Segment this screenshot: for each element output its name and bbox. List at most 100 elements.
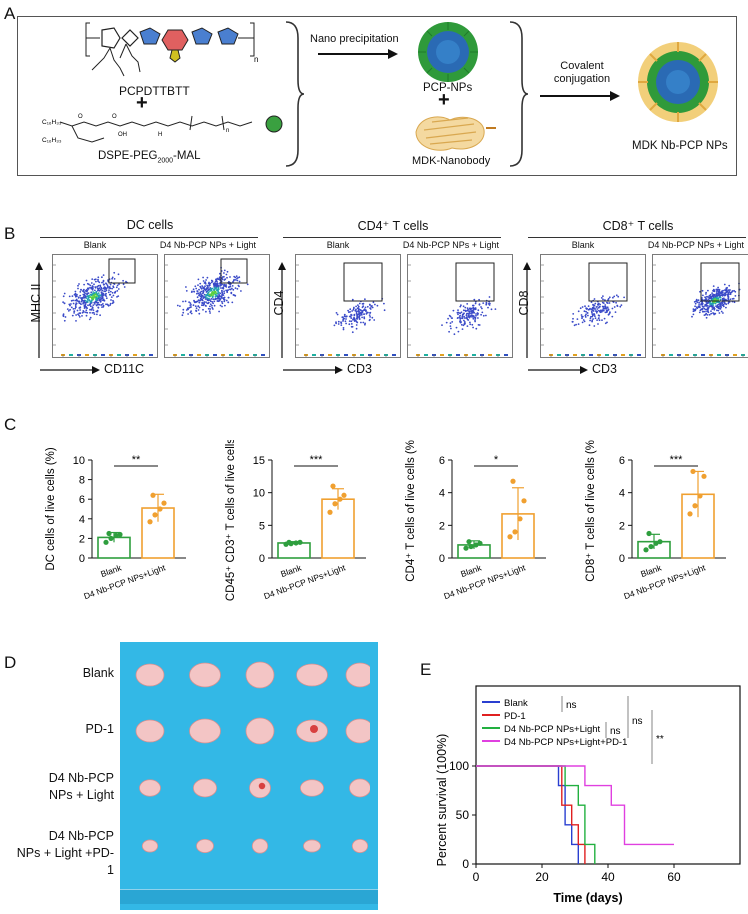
flow-event-dot [465, 314, 468, 317]
flow-event-dot [68, 295, 71, 298]
flow-event-dot [109, 283, 112, 286]
flow-event-dot [105, 295, 108, 297]
flow-event-dot [83, 301, 86, 304]
flow-event-dot [197, 284, 199, 286]
flow-event-dot [352, 308, 355, 311]
flow-plot-treated [164, 254, 270, 358]
flow-event-dot [720, 301, 723, 304]
flow-event-dot [113, 278, 116, 280]
flow-event-dot [455, 326, 458, 329]
flow-event-dot [78, 300, 81, 303]
flow-event-dot [78, 316, 81, 318]
flow-group-underline [528, 237, 746, 238]
flow-event-dot [705, 291, 707, 294]
flow-event-dot [85, 309, 88, 312]
flow-event-dot [213, 288, 216, 290]
flow-event-dot [111, 291, 114, 294]
flow-event-dot [74, 290, 77, 293]
flow-event-dot [349, 311, 351, 313]
flow-event-dot [466, 325, 469, 327]
tumor [296, 663, 328, 687]
flow-event-dot [594, 315, 596, 317]
flow-event-dot [451, 317, 453, 319]
flow-event-dot [99, 301, 102, 303]
flow-event-dot [354, 309, 357, 312]
flow-event-dot [584, 316, 587, 318]
flow-event-dot [474, 319, 476, 321]
flow-event-dot [357, 305, 360, 308]
flow-event-dot [75, 314, 77, 316]
flow-axis-event-band [701, 354, 705, 356]
flow-event-dot [84, 311, 87, 314]
flow-event-dot [94, 289, 96, 292]
flow-event-dot [707, 289, 709, 292]
flow-event-dot [196, 290, 199, 292]
flow-event-dot [97, 284, 100, 287]
flow-event-dot [471, 304, 474, 307]
flow-event-dot [73, 310, 76, 313]
flow-event-dot [335, 322, 337, 325]
flow-axis-event-band [181, 354, 185, 356]
y-tick-label: 50 [456, 808, 470, 822]
y-axis-label: CD4⁺ T cells of live cells (%) [405, 440, 417, 582]
flow-event-dot [90, 282, 93, 284]
flow-event-dot [573, 324, 576, 327]
panel-letter-b: B [4, 224, 16, 243]
flow-event-dot [712, 312, 715, 315]
flow-event-dot [75, 302, 78, 304]
flow-event-dot [716, 305, 719, 308]
flow-event-dot [363, 308, 366, 311]
x-tick-label: D4 Nb-PCP NPs+Light [622, 562, 707, 601]
flow-event-dot [708, 294, 711, 297]
flow-event-dot [598, 319, 601, 322]
data-point [692, 503, 698, 509]
flow-event-dot [99, 288, 102, 291]
flow-event-dot [616, 305, 619, 307]
flow-axis-event-band [149, 354, 153, 356]
flow-event-dot [93, 278, 96, 281]
flow-event-dot [601, 309, 604, 311]
flow-event-dot [101, 299, 103, 301]
flow-event-dot [367, 311, 369, 314]
flow-event-dot [212, 294, 215, 296]
flow-event-dot [369, 318, 371, 321]
flow-event-dot [236, 277, 238, 280]
flow-event-dot [355, 305, 357, 308]
flow-event-dot [112, 294, 115, 297]
flow-event-dot [82, 296, 85, 298]
flow-event-dot [467, 308, 469, 311]
y-tick-label: 0 [619, 553, 625, 565]
flow-event-dot [206, 299, 209, 302]
flow-event-dot [219, 278, 221, 281]
flow-event-dot [696, 307, 699, 310]
y-tick-label: 4 [79, 514, 85, 526]
flow-event-dot [478, 298, 480, 301]
x-tick-label: 0 [473, 870, 480, 884]
flow-event-dot [450, 327, 452, 330]
flow-event-dot [458, 316, 461, 318]
flow-event-dot [711, 302, 714, 305]
flow-event-dot [215, 278, 217, 281]
y-tick-label: 0 [462, 857, 469, 871]
flow-gate-box [220, 258, 248, 284]
flow-event-dot [201, 304, 203, 307]
tumor-row-label-line: D4 Nb-PCP [48, 829, 114, 843]
flow-event-dot [716, 309, 718, 312]
np-label: PCP-NPs [423, 82, 473, 94]
lipid-chain-label-2: C₁₆H₃₃ [42, 137, 62, 144]
flow-event-dot [103, 290, 106, 293]
flow-event-dot [594, 302, 597, 305]
flow-event-dot [705, 301, 708, 303]
flow-event-dot [365, 310, 367, 313]
flow-event-dot [716, 299, 719, 301]
flow-axis-event-band [456, 354, 460, 356]
flow-x-arrow-head [580, 366, 588, 374]
flow-event-dot [112, 285, 115, 288]
flow-event-dot [109, 293, 112, 296]
significance-label: ns [610, 726, 621, 737]
flow-event-dot [223, 272, 225, 274]
flow-event-dot [222, 286, 225, 289]
flow-event-dot [702, 310, 705, 313]
flow-event-dot [731, 290, 734, 292]
flow-event-dot [356, 318, 359, 320]
